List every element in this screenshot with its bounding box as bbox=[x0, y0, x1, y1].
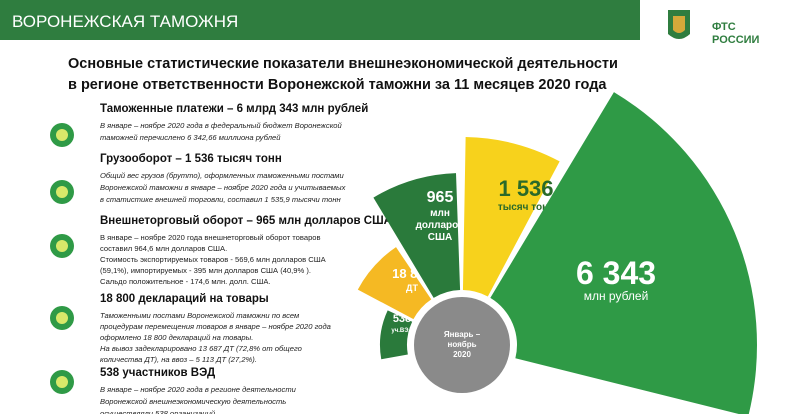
segment-value: 965 bbox=[427, 189, 454, 206]
item-icon-inner bbox=[56, 186, 68, 198]
logo-text: РОССИИ bbox=[712, 34, 760, 46]
segment-unit: тысяч тонн bbox=[498, 202, 554, 213]
item-text: Сальдо положительное - 174,6 млн. долл. … bbox=[100, 277, 271, 286]
item-text: Воронежской таможни в январе – ноябре 20… bbox=[100, 183, 347, 192]
header-title: ВОРОНЕЖСКАЯ ТАМОЖНЯ bbox=[12, 12, 238, 31]
center-label: 2020 bbox=[453, 350, 471, 359]
item-text: количества ДТ), на ввоз – 5 113 ДТ (27,2… bbox=[100, 355, 257, 364]
item-text: Воронежской внешнеэкономическую деятельн… bbox=[100, 397, 286, 406]
fan-segment bbox=[462, 137, 560, 297]
item-title: Таможенные платежи – 6 млрд 343 млн рубл… bbox=[100, 103, 368, 115]
item-text: Общий вес грузов (брутто), оформленных т… bbox=[100, 171, 345, 180]
logo-text: ФТС bbox=[712, 21, 736, 33]
item-text: Таможенными постами Воронежской таможни … bbox=[100, 311, 300, 320]
center-label: ноябрь bbox=[447, 340, 476, 349]
segment-value: 6 343 bbox=[576, 255, 656, 291]
item-text: В январе – ноябре 2020 года в регионе де… bbox=[100, 385, 297, 394]
segment-value: 1 536 bbox=[498, 176, 553, 201]
item-text: осуществляли 538 организаций bbox=[100, 409, 216, 414]
item-title: 18 800 деклараций на товары bbox=[100, 293, 269, 305]
segment-unit: ДТ bbox=[406, 283, 418, 293]
item-title: 538 участников ВЭД bbox=[100, 367, 215, 379]
center-label: Январь – bbox=[444, 330, 481, 339]
item-text: На вывоз задекларировано 13 687 ДТ (72,8… bbox=[100, 344, 302, 353]
item-icon-inner bbox=[56, 240, 68, 252]
item-text: оформлено 18 800 деклараций на товары. bbox=[100, 333, 253, 342]
fan-segment bbox=[357, 247, 432, 320]
item-icon-inner bbox=[56, 312, 68, 324]
item-title: Внешнеторговый оборот – 965 млн долларов… bbox=[100, 215, 392, 227]
segment-unit: США bbox=[428, 232, 453, 243]
heading: Основные статистические показатели внешн… bbox=[68, 56, 618, 72]
center-circle bbox=[414, 297, 510, 393]
items: Таможенные платежи – 6 млрд 343 млн рубл… bbox=[50, 103, 392, 414]
item-text: В январе – ноябре 2020 года внешнеторгов… bbox=[100, 233, 321, 242]
segment-unit: уч.ВЭД bbox=[391, 328, 413, 334]
segment-unit: млн bbox=[430, 208, 450, 219]
segment-unit: млн рублей bbox=[584, 289, 649, 303]
item-text: составил 964,6 млн долларов США. bbox=[100, 244, 227, 253]
fan-segment bbox=[379, 310, 413, 360]
item-text: Стоимость экспортируемых товаров - 569,6… bbox=[100, 255, 327, 264]
item-icon-inner bbox=[56, 376, 68, 388]
header-bar bbox=[0, 0, 640, 40]
item-text: в статистике внешней торговли, составил … bbox=[100, 195, 342, 204]
item-text: процедурам перемещения товаров в январе … bbox=[100, 322, 331, 331]
heading: в регионе ответственности Воронежской та… bbox=[68, 77, 607, 93]
logo: ФТС РОССИИ bbox=[668, 10, 760, 46]
item-text: (59,1%), импортируемых - 395 млн долларо… bbox=[100, 266, 311, 275]
item-text: В январе – ноябре 2020 года в федеральны… bbox=[100, 121, 343, 130]
item-title: Грузооборот – 1 536 тысяч тонн bbox=[100, 153, 282, 165]
fan-segment bbox=[490, 92, 757, 414]
item-icon-inner bbox=[56, 129, 68, 141]
segment-value: 538 bbox=[393, 313, 411, 325]
fan-segment bbox=[373, 173, 461, 298]
item-text: таможней перечислено 6 342,66 миллиона р… bbox=[100, 133, 281, 142]
segment-unit: долларов bbox=[416, 220, 465, 231]
